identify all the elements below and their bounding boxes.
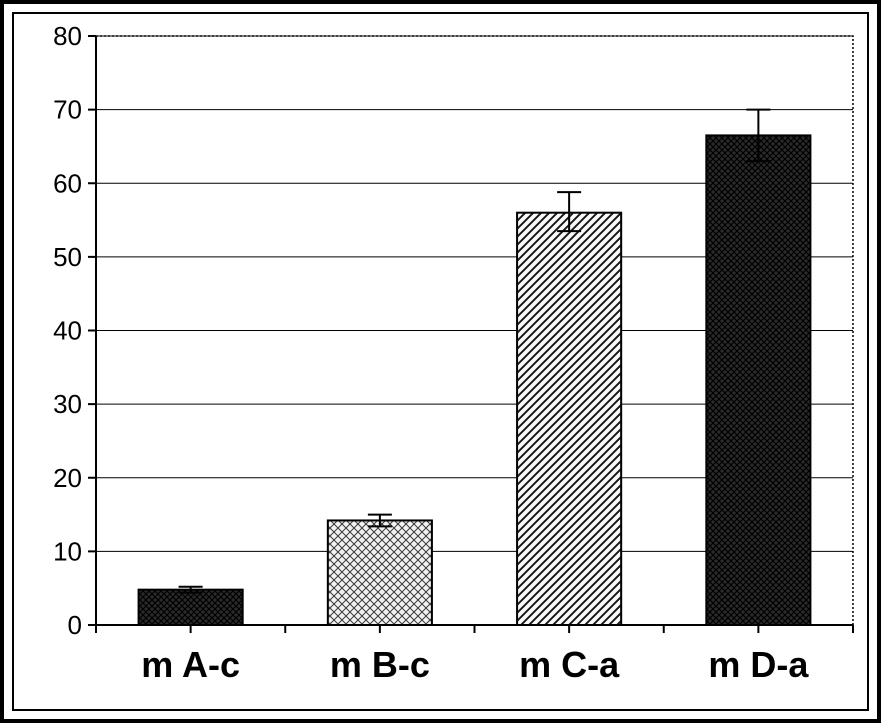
y-tick-label: 0 xyxy=(68,610,82,640)
y-tick-label: 10 xyxy=(53,536,82,566)
bar xyxy=(139,590,243,625)
x-category-label: m B-c xyxy=(330,644,430,685)
y-tick-label: 50 xyxy=(53,242,82,272)
bar xyxy=(706,135,810,625)
bar xyxy=(517,213,621,625)
y-tick-label: 70 xyxy=(53,95,82,125)
y-tick-label: 60 xyxy=(53,168,82,198)
y-tick-label: 30 xyxy=(53,389,82,419)
x-category-label: m D-a xyxy=(708,644,809,685)
outer-frame: 0 10 20 30 40 50 60 70 80 m A-c m B-c m C-a m D-a 0 … xyxy=(0,0,881,723)
y-tick-label: 40 xyxy=(53,316,82,346)
y-tick-label: 20 xyxy=(53,463,82,493)
bar-chart: 0 10 20 30 40 50 60 70 80 m A-c m B-c m C-a m D-a xyxy=(26,24,867,707)
bar xyxy=(328,520,432,625)
inner-frame: 0 10 20 30 40 50 60 70 80 m A-c m B-c m C-a m D-a 0 … xyxy=(12,12,869,711)
x-category-label: m A-c xyxy=(141,644,240,685)
y-tick-label: 80 xyxy=(53,24,82,51)
x-category-label: m C-a xyxy=(519,644,620,685)
